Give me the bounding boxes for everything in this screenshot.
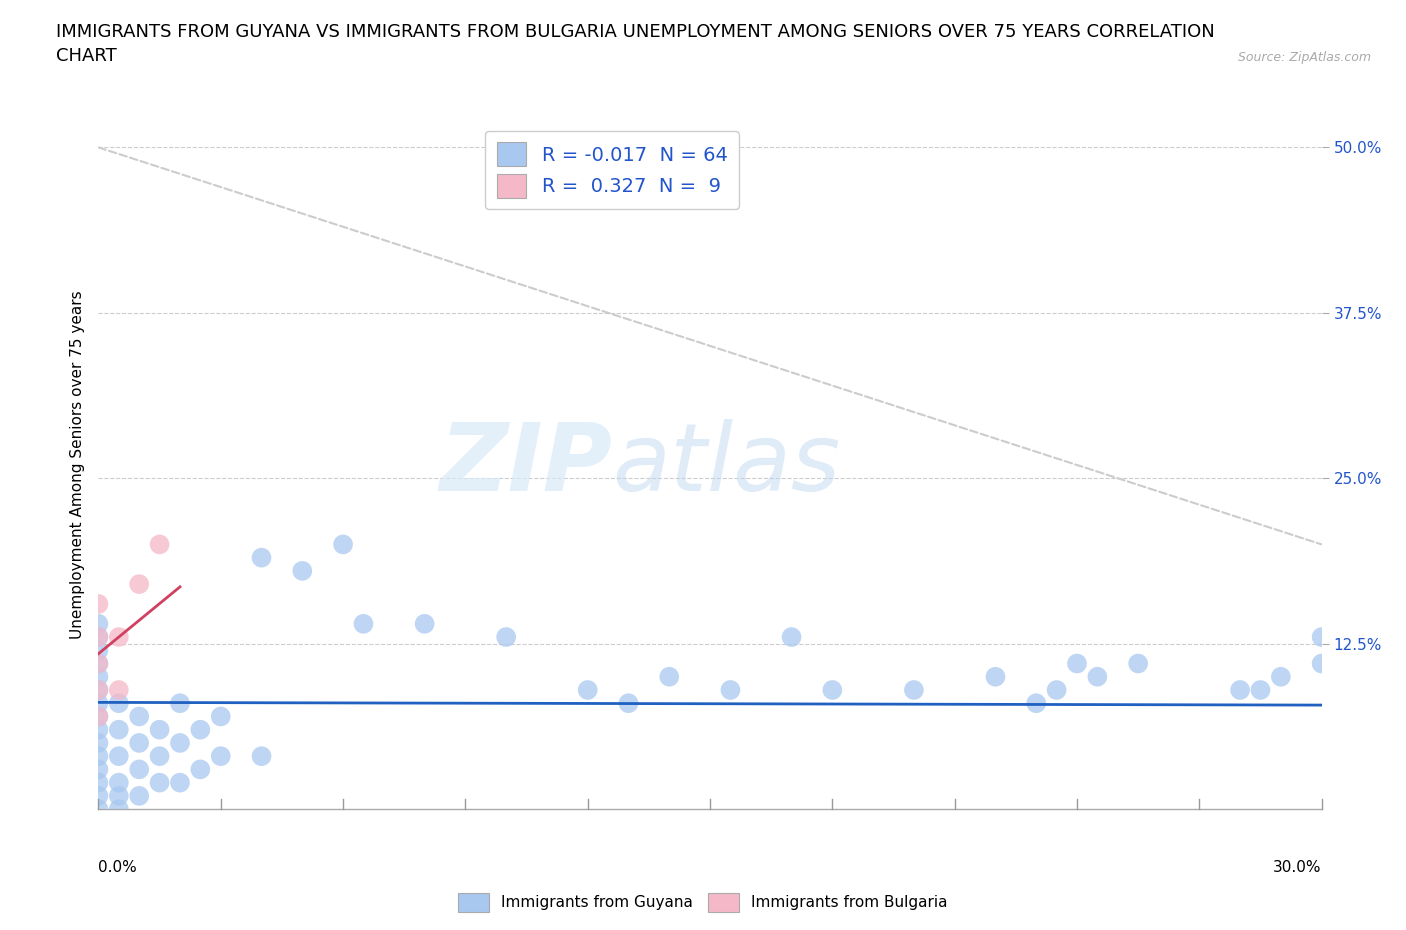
Text: IMMIGRANTS FROM GUYANA VS IMMIGRANTS FROM BULGARIA UNEMPLOYMENT AMONG SENIORS OV: IMMIGRANTS FROM GUYANA VS IMMIGRANTS FRO… — [56, 23, 1215, 65]
Point — [1372, 670, 1395, 684]
Point — [1045, 683, 1069, 698]
Point — [87, 696, 110, 711]
Point — [984, 670, 1007, 684]
Point — [87, 617, 110, 631]
Point — [149, 723, 172, 737]
Point — [169, 776, 191, 790]
Point — [87, 802, 110, 817]
Point — [821, 683, 844, 698]
Point — [209, 709, 232, 724]
Point — [169, 736, 191, 751]
Text: ZIP: ZIP — [439, 419, 612, 511]
Point — [720, 683, 742, 698]
Point — [108, 776, 131, 790]
Point — [108, 802, 131, 817]
Point — [1331, 670, 1354, 684]
Point — [149, 749, 172, 764]
Point — [1128, 656, 1150, 671]
Point — [108, 683, 131, 698]
Point — [128, 762, 150, 777]
Point — [149, 537, 172, 551]
Point — [128, 789, 150, 804]
Point — [108, 723, 131, 737]
Point — [87, 709, 110, 724]
Point — [87, 709, 110, 724]
Point — [495, 630, 517, 644]
Point — [87, 749, 110, 764]
Point — [87, 683, 110, 698]
Point — [87, 683, 110, 698]
Point — [108, 696, 131, 711]
Point — [87, 723, 110, 737]
Point — [617, 696, 640, 711]
Point — [1351, 656, 1374, 671]
Point — [87, 656, 110, 671]
Point — [87, 776, 110, 790]
Legend: Immigrants from Guyana, Immigrants from Bulgaria: Immigrants from Guyana, Immigrants from … — [453, 887, 953, 918]
Point — [1310, 630, 1333, 644]
Point — [1249, 683, 1271, 698]
Point — [188, 723, 212, 737]
Point — [250, 551, 273, 565]
Point — [188, 762, 212, 777]
Point — [149, 776, 172, 790]
Point — [1066, 656, 1088, 671]
Point — [108, 749, 131, 764]
Point — [1025, 696, 1047, 711]
Point — [87, 596, 110, 611]
Point — [413, 617, 436, 631]
Point — [1229, 683, 1251, 698]
Point — [780, 630, 803, 644]
Point — [169, 696, 191, 711]
Point — [128, 736, 150, 751]
Point — [108, 789, 131, 804]
Text: 30.0%: 30.0% — [1274, 860, 1322, 875]
Point — [658, 670, 681, 684]
Text: Source: ZipAtlas.com: Source: ZipAtlas.com — [1237, 51, 1371, 64]
Point — [128, 577, 150, 591]
Y-axis label: Unemployment Among Seniors over 75 years: Unemployment Among Seniors over 75 years — [70, 291, 86, 639]
Point — [1270, 670, 1292, 684]
Point — [128, 709, 150, 724]
Point — [1085, 670, 1108, 684]
Point — [87, 656, 110, 671]
Point — [291, 564, 314, 578]
Point — [87, 630, 110, 644]
Point — [87, 630, 110, 644]
Point — [209, 749, 232, 764]
Point — [903, 683, 925, 698]
Point — [1392, 643, 1406, 658]
Point — [108, 630, 131, 644]
Point — [352, 617, 374, 631]
Point — [87, 736, 110, 751]
Point — [576, 683, 599, 698]
Point — [87, 762, 110, 777]
Point — [332, 537, 354, 551]
Point — [1310, 656, 1333, 671]
Text: atlas: atlas — [612, 419, 841, 511]
Legend: R = -0.017  N = 64, R =  0.327  N =  9: R = -0.017 N = 64, R = 0.327 N = 9 — [485, 130, 740, 209]
Point — [87, 789, 110, 804]
Point — [250, 749, 273, 764]
Point — [87, 670, 110, 684]
Point — [87, 643, 110, 658]
Text: 0.0%: 0.0% — [98, 860, 138, 875]
